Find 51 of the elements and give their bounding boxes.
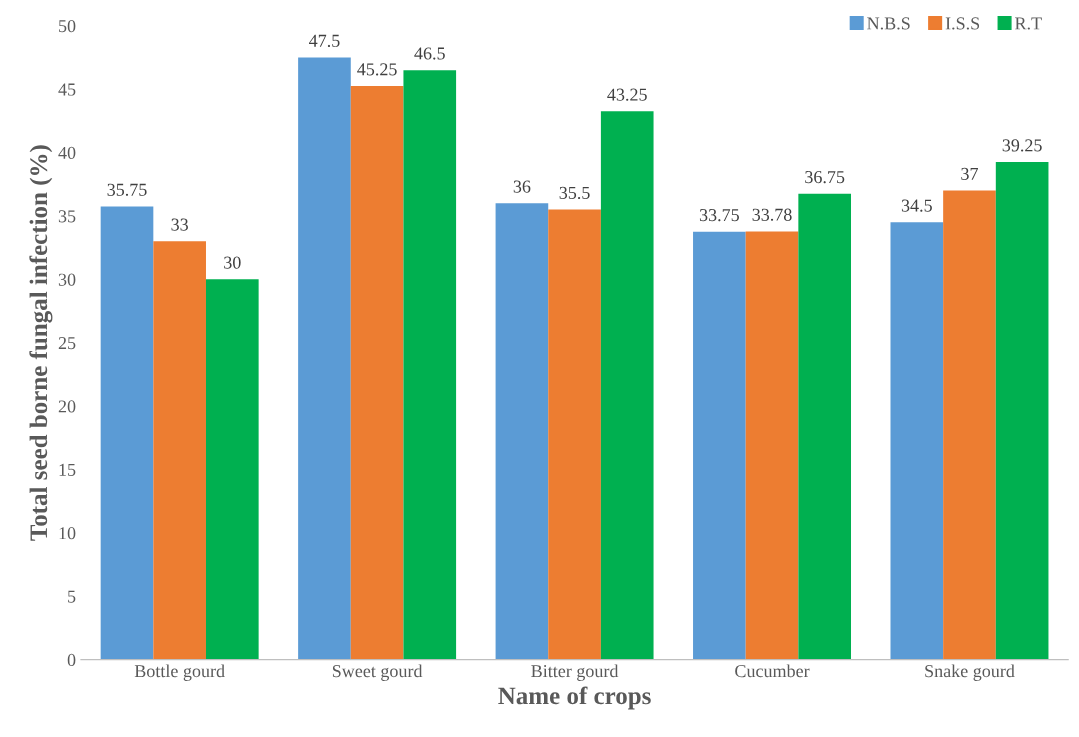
data-label: 47.5 — [309, 34, 340, 47]
y-tick-label: 45 — [58, 83, 76, 96]
x-tick-label: Bitter gourd — [531, 664, 619, 681]
y-tick-label: 5 — [68, 590, 76, 603]
y-tick-label: 15 — [59, 463, 76, 476]
y-tick-label: 0 — [67, 653, 76, 667]
bar — [890, 222, 944, 660]
bar — [548, 209, 601, 660]
y-tick-label: 25 — [58, 337, 76, 350]
x-tick-label: Cucumber — [735, 664, 810, 678]
bar — [100, 206, 154, 660]
bar — [693, 231, 746, 660]
data-label: 33 — [171, 218, 188, 231]
legend-label: R.T — [1015, 17, 1042, 30]
bar — [943, 190, 996, 660]
data-label: 36 — [513, 180, 531, 193]
y-tick-label: 20 — [58, 400, 76, 413]
data-label: 33.75 — [699, 209, 739, 222]
data-label: 30 — [224, 256, 241, 269]
x-axis-title: Name of crops — [498, 686, 651, 710]
bar — [298, 57, 351, 660]
data-label: 43.25 — [607, 88, 647, 101]
data-label: 46.5 — [414, 47, 445, 60]
bar — [745, 231, 799, 660]
data-label: 39.25 — [1002, 139, 1042, 152]
data-label: 35.75 — [107, 183, 147, 196]
y-tick-label: 40 — [58, 146, 76, 159]
data-label: 45.25 — [357, 63, 397, 76]
bar — [205, 279, 259, 660]
data-label: 33.78 — [752, 208, 792, 221]
legend-label: N.B.S — [867, 17, 910, 30]
bar — [995, 162, 1049, 660]
bar — [600, 111, 654, 660]
data-label: 35.5 — [559, 186, 590, 200]
legend-label: I.S.S — [945, 17, 980, 30]
x-tick-label: Sweet gourd — [332, 664, 423, 681]
y-axis-title: Total seed borne fungal infection (%) — [29, 145, 53, 541]
data-label: 36.75 — [805, 171, 845, 184]
y-tick-label: 30 — [58, 273, 76, 286]
bar — [350, 86, 404, 660]
bar — [495, 203, 549, 660]
bar — [153, 241, 206, 660]
x-tick-label: Snake gourd — [925, 664, 1015, 681]
bar — [798, 193, 852, 660]
y-tick-label: 35 — [58, 210, 76, 223]
y-tick-label: 10 — [59, 527, 76, 540]
data-label: 34.5 — [901, 199, 932, 212]
data-label: 37 — [961, 167, 978, 180]
bar — [403, 70, 457, 660]
y-tick-label: 50 — [59, 20, 76, 33]
x-tick-label: Bottle gourd — [134, 664, 225, 681]
